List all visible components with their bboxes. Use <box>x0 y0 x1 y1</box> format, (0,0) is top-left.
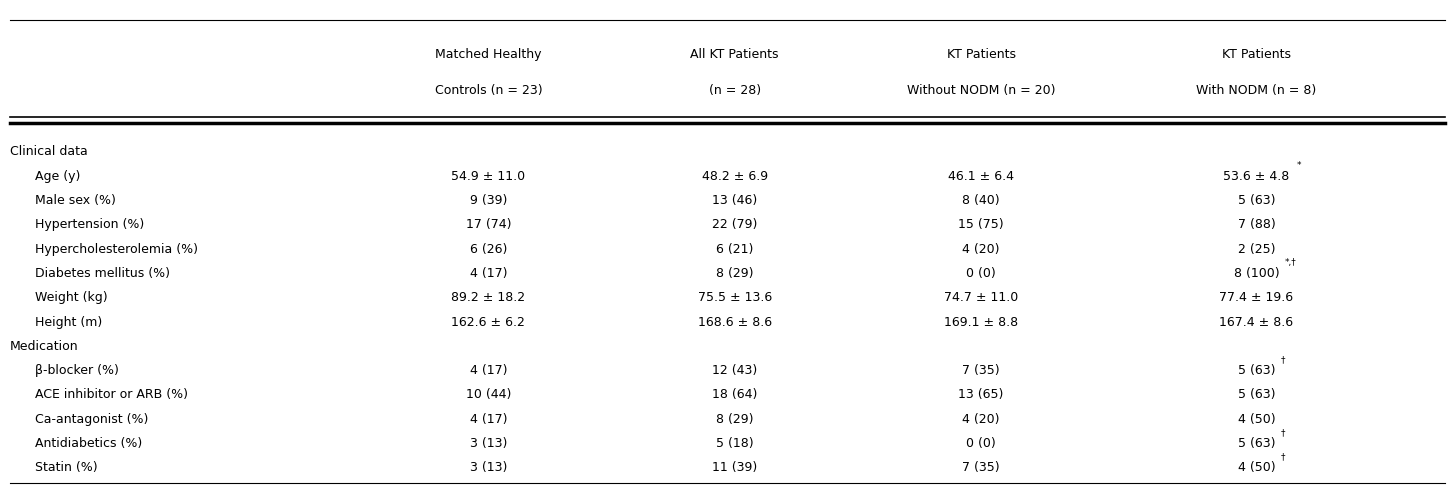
Text: 54.9 ± 11.0: 54.9 ± 11.0 <box>451 170 525 183</box>
Text: †: † <box>1282 452 1286 461</box>
Text: 8 (29): 8 (29) <box>716 413 754 426</box>
Text: 2 (25): 2 (25) <box>1238 243 1275 255</box>
Text: 5 (63): 5 (63) <box>1238 364 1275 377</box>
Text: 4 (20): 4 (20) <box>962 413 1000 426</box>
Text: 13 (65): 13 (65) <box>959 389 1004 401</box>
Text: Ca-antagonist (%): Ca-antagonist (%) <box>35 413 148 426</box>
Text: 77.4 ± 19.6: 77.4 ± 19.6 <box>1219 291 1293 304</box>
Text: 4 (50): 4 (50) <box>1238 461 1276 474</box>
Text: 162.6 ± 6.2: 162.6 ± 6.2 <box>451 315 525 329</box>
Text: (n = 28): (n = 28) <box>709 84 761 98</box>
Text: 7 (88): 7 (88) <box>1238 218 1276 231</box>
Text: †: † <box>1282 428 1286 437</box>
Text: 75.5 ± 13.6: 75.5 ± 13.6 <box>697 291 771 304</box>
Text: *: * <box>1296 161 1301 170</box>
Text: With NODM (n = 8): With NODM (n = 8) <box>1196 84 1317 98</box>
Text: Statin (%): Statin (%) <box>35 461 97 474</box>
Text: 8 (29): 8 (29) <box>716 267 754 280</box>
Text: 4 (20): 4 (20) <box>962 243 1000 255</box>
Text: 89.2 ± 18.2: 89.2 ± 18.2 <box>451 291 525 304</box>
Text: 5 (18): 5 (18) <box>716 437 754 450</box>
Text: Antidiabetics (%): Antidiabetics (%) <box>35 437 143 450</box>
Text: †: † <box>1282 355 1286 364</box>
Text: 7 (35): 7 (35) <box>962 461 1000 474</box>
Text: 22 (79): 22 (79) <box>711 218 758 231</box>
Text: Hypercholesterolemia (%): Hypercholesterolemia (%) <box>35 243 198 255</box>
Text: 4 (50): 4 (50) <box>1238 413 1276 426</box>
Text: 74.7 ± 11.0: 74.7 ± 11.0 <box>944 291 1018 304</box>
Text: 0 (0): 0 (0) <box>966 267 997 280</box>
Text: 12 (43): 12 (43) <box>711 364 758 377</box>
Text: Controls (n = 23): Controls (n = 23) <box>435 84 543 98</box>
Text: Height (m): Height (m) <box>35 315 102 329</box>
Text: 18 (64): 18 (64) <box>711 389 758 401</box>
Text: Weight (kg): Weight (kg) <box>35 291 108 304</box>
Text: 0 (0): 0 (0) <box>966 437 997 450</box>
Text: 53.6 ± 4.8: 53.6 ± 4.8 <box>1224 170 1289 183</box>
Text: Male sex (%): Male sex (%) <box>35 194 115 207</box>
Text: 8 (100): 8 (100) <box>1234 267 1279 280</box>
Text: β-blocker (%): β-blocker (%) <box>35 364 118 377</box>
Text: KT Patients: KT Patients <box>947 48 1016 61</box>
Text: 48.2 ± 6.9: 48.2 ± 6.9 <box>701 170 768 183</box>
Text: 4 (17): 4 (17) <box>470 413 508 426</box>
Text: 11 (39): 11 (39) <box>711 461 758 474</box>
Text: All KT Patients: All KT Patients <box>691 48 778 61</box>
Text: 7 (35): 7 (35) <box>962 364 1000 377</box>
Text: KT Patients: KT Patients <box>1222 48 1291 61</box>
Text: Matched Healthy: Matched Healthy <box>435 48 541 61</box>
Text: 4 (17): 4 (17) <box>470 267 508 280</box>
Text: 15 (75): 15 (75) <box>959 218 1004 231</box>
Text: 8 (40): 8 (40) <box>962 194 1000 207</box>
Text: 169.1 ± 8.8: 169.1 ± 8.8 <box>944 315 1018 329</box>
Text: 17 (74): 17 (74) <box>466 218 511 231</box>
Text: 46.1 ± 6.4: 46.1 ± 6.4 <box>949 170 1014 183</box>
Text: Without NODM (n = 20): Without NODM (n = 20) <box>906 84 1055 98</box>
Text: 5 (63): 5 (63) <box>1238 389 1275 401</box>
Text: 3 (13): 3 (13) <box>470 461 506 474</box>
Text: Medication: Medication <box>10 340 79 353</box>
Text: ACE inhibitor or ARB (%): ACE inhibitor or ARB (%) <box>35 389 188 401</box>
Text: 168.6 ± 8.6: 168.6 ± 8.6 <box>698 315 771 329</box>
Text: 6 (26): 6 (26) <box>470 243 506 255</box>
Text: Diabetes mellitus (%): Diabetes mellitus (%) <box>35 267 170 280</box>
Text: 3 (13): 3 (13) <box>470 437 506 450</box>
Text: Hypertension (%): Hypertension (%) <box>35 218 144 231</box>
Text: 10 (44): 10 (44) <box>466 389 511 401</box>
Text: Age (y): Age (y) <box>35 170 80 183</box>
Text: 9 (39): 9 (39) <box>470 194 506 207</box>
Text: 167.4 ± 8.6: 167.4 ± 8.6 <box>1219 315 1293 329</box>
Text: 5 (63): 5 (63) <box>1238 194 1275 207</box>
Text: 6 (21): 6 (21) <box>716 243 754 255</box>
Text: 4 (17): 4 (17) <box>470 364 508 377</box>
Text: *,†: *,† <box>1285 258 1296 267</box>
Text: 13 (46): 13 (46) <box>711 194 758 207</box>
Text: 5 (63): 5 (63) <box>1238 437 1275 450</box>
Text: Clinical data: Clinical data <box>10 146 87 158</box>
